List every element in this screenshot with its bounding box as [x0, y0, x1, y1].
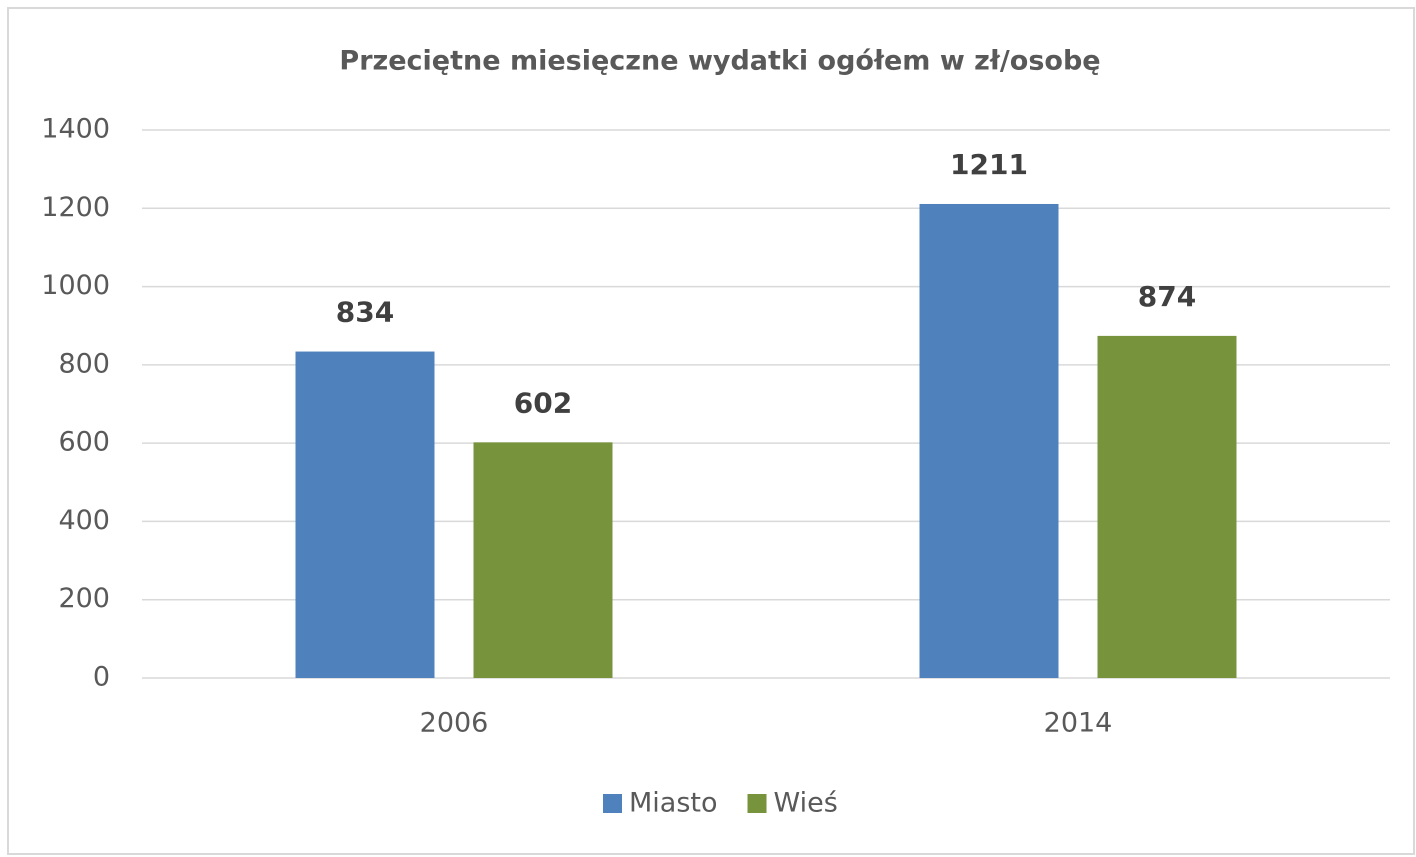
legend-label: Wieś: [774, 788, 838, 819]
data-label: 834: [336, 296, 394, 329]
y-tick-label: 800: [58, 348, 110, 379]
y-tick-label: 0: [93, 662, 110, 693]
legend-swatch: [603, 794, 622, 813]
y-tick-label: 1400: [41, 114, 110, 145]
y-tick-label: 1200: [41, 192, 110, 223]
bar: [919, 203, 1059, 679]
bar: [1097, 335, 1237, 678]
y-tick-label: 600: [58, 427, 110, 458]
x-tick-label: 2014: [1044, 708, 1113, 739]
x-tick-label: 2006: [420, 708, 489, 739]
legend-label: Miasto: [629, 788, 718, 819]
data-label: 874: [1138, 280, 1196, 313]
y-tick-label: 200: [58, 583, 110, 614]
y-tick-label: 400: [58, 505, 110, 536]
data-label: 1211: [950, 148, 1028, 181]
bar: [473, 442, 613, 678]
chart-title: Przeciętne miesięczne wydatki ogółem w z…: [339, 46, 1100, 77]
bar: [295, 351, 435, 678]
y-tick-label: 1000: [41, 270, 110, 301]
data-label: 602: [514, 386, 572, 419]
legend-swatch: [747, 794, 767, 813]
